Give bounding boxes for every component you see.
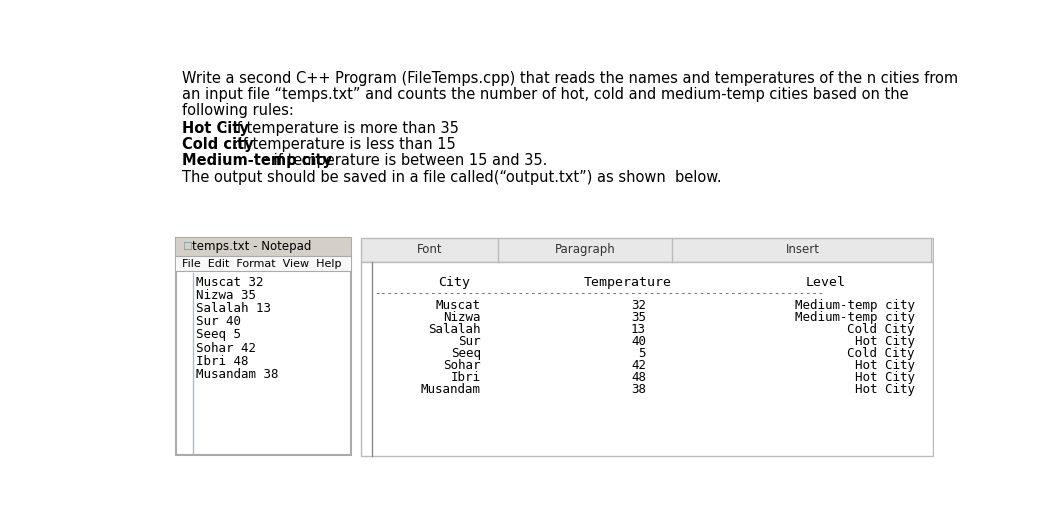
Text: Salalah: Salalah	[429, 323, 481, 336]
Text: Sur: Sur	[459, 335, 481, 348]
Text: Seeq: Seeq	[450, 347, 481, 360]
Text: 48: 48	[631, 371, 646, 384]
Text: Salalah 13: Salalah 13	[195, 302, 271, 315]
Text: Paragraph: Paragraph	[554, 244, 616, 256]
Text: Insert: Insert	[786, 244, 819, 256]
Text: City: City	[438, 276, 470, 289]
Text: Hot City: Hot City	[183, 121, 249, 136]
Text: ------------------------------------------------------------------------: ----------------------------------------…	[375, 287, 824, 298]
Text: ☐: ☐	[182, 242, 192, 252]
Text: Muscat: Muscat	[436, 299, 481, 312]
Text: Hot City: Hot City	[855, 359, 914, 372]
Text: Nizwa: Nizwa	[443, 311, 481, 324]
Text: Write a second C++ Program (FileTemps.cpp) that reads the names and temperatures: Write a second C++ Program (FileTemps.cp…	[183, 71, 958, 86]
Text: Medium-temp city: Medium-temp city	[795, 311, 914, 324]
Text: Musandam 38: Musandam 38	[195, 368, 278, 381]
Text: 35: 35	[631, 311, 646, 324]
Text: temps.txt - Notepad: temps.txt - Notepad	[192, 240, 311, 253]
Text: following rules:: following rules:	[183, 103, 295, 118]
Text: an input file “temps.txt” and counts the number of hot, cold and medium-temp cit: an input file “temps.txt” and counts the…	[183, 87, 909, 102]
Text: Sur 40: Sur 40	[195, 315, 241, 328]
Text: Temperature: Temperature	[584, 276, 672, 289]
Text: File  Edit  Format  View  Help: File Edit Format View Help	[183, 259, 342, 269]
FancyBboxPatch shape	[360, 238, 933, 262]
FancyBboxPatch shape	[176, 256, 351, 271]
Text: Font: Font	[416, 244, 442, 256]
Text: :if temperature is less than 15: :if temperature is less than 15	[228, 136, 456, 151]
Text: : if temperature is more than 35: : if temperature is more than 35	[223, 121, 460, 136]
FancyBboxPatch shape	[176, 238, 351, 256]
Text: Sohar 42: Sohar 42	[195, 342, 255, 355]
Text: Ibri 48: Ibri 48	[195, 355, 248, 368]
Text: Cold city: Cold city	[183, 136, 254, 151]
Text: Medium-temp city: Medium-temp city	[795, 299, 914, 312]
Text: Musandam: Musandam	[420, 383, 481, 396]
FancyBboxPatch shape	[176, 238, 351, 455]
Text: Sohar: Sohar	[443, 359, 481, 372]
Text: Seeq 5: Seeq 5	[195, 328, 241, 341]
Text: Medium-temp city: Medium-temp city	[183, 153, 332, 168]
Text: : if temperature is between 15 and 35.: : if temperature is between 15 and 35.	[265, 153, 548, 168]
Text: Cold City: Cold City	[847, 347, 914, 360]
FancyBboxPatch shape	[360, 262, 933, 457]
Text: Muscat 32: Muscat 32	[195, 276, 263, 289]
Text: 42: 42	[631, 359, 646, 372]
Text: Hot City: Hot City	[855, 371, 914, 384]
Text: Hot City: Hot City	[855, 335, 914, 348]
Text: Ibri: Ibri	[450, 371, 481, 384]
Text: The output should be saved in a file called(“output.txt”) as shown  below.: The output should be saved in a file cal…	[183, 170, 722, 185]
Text: 38: 38	[631, 383, 646, 396]
Text: 13: 13	[631, 323, 646, 336]
Text: Nizwa 35: Nizwa 35	[195, 289, 255, 302]
Text: 40: 40	[631, 335, 646, 348]
Text: Hot City: Hot City	[855, 383, 914, 396]
Text: 5: 5	[638, 347, 646, 360]
Text: Level: Level	[805, 276, 846, 289]
Text: 32: 32	[631, 299, 646, 312]
Text: Cold City: Cold City	[847, 323, 914, 336]
